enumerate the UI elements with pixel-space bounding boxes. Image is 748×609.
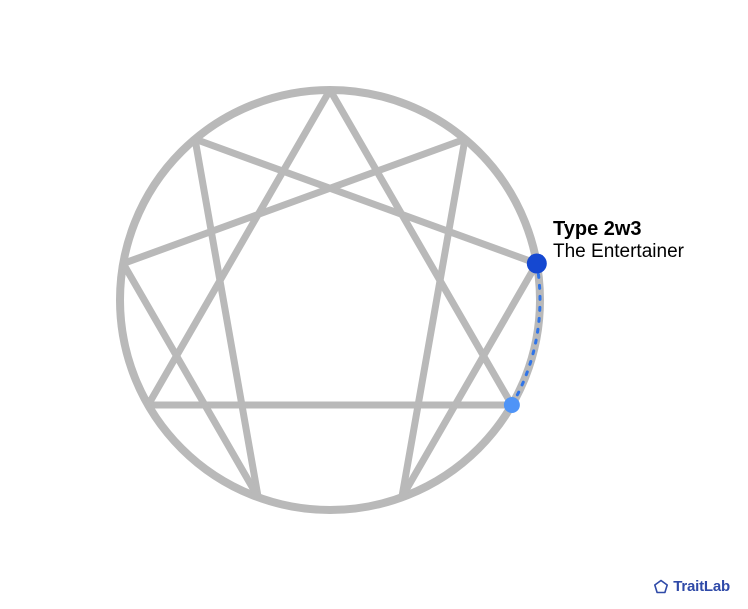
type-subtitle: The Entertainer: [553, 241, 684, 263]
type-title: Type 2w3: [553, 218, 684, 241]
pentagon-icon: [653, 579, 669, 595]
enneagram-diagram: [0, 0, 748, 609]
type-label: Type 2w3 The Entertainer: [553, 218, 684, 263]
brand-logo: TraitLab: [653, 578, 730, 595]
brand-text: TraitLab: [673, 578, 730, 595]
